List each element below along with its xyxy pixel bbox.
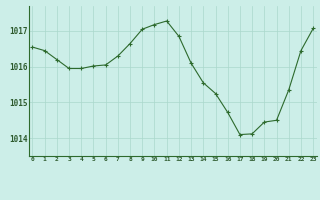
Text: Graphe pression niveau de la mer (hPa): Graphe pression niveau de la mer (hPa) xyxy=(58,184,262,192)
